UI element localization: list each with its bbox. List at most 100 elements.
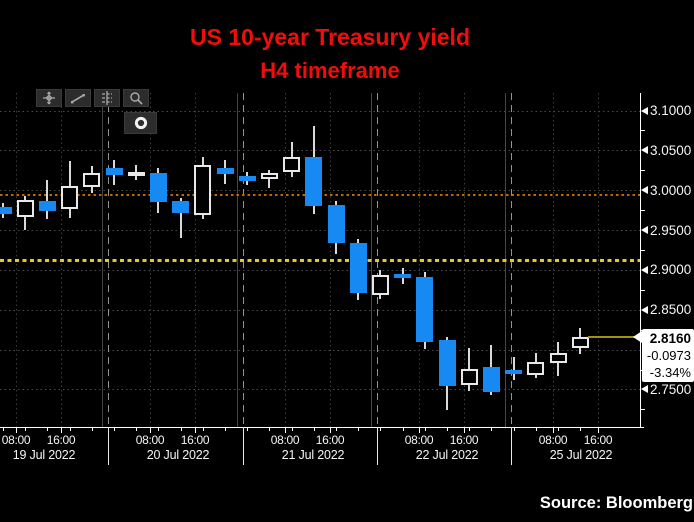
date-label: 25 Jul 2022 <box>549 448 613 462</box>
candle-body <box>172 201 190 214</box>
candle-body <box>149 173 167 202</box>
candle-body <box>505 370 523 375</box>
x-axis-minor-tick <box>580 428 582 431</box>
y-axis-minor-tick <box>640 249 645 251</box>
x-axis-tick <box>464 428 465 433</box>
time-label: 08:00 <box>1 433 31 447</box>
y-axis-minor-tick <box>640 210 645 212</box>
x-axis-tick <box>330 428 331 433</box>
volume-profile-button[interactable] <box>94 89 120 107</box>
y-axis-tick-arrow <box>641 226 648 235</box>
x-axis-tick <box>553 428 554 433</box>
record-circle-button[interactable] <box>124 112 157 134</box>
candle-body <box>305 157 323 206</box>
price-callout-pointer <box>633 331 642 343</box>
x-axis-minor-tick <box>202 428 204 431</box>
x-axis-minor-tick <box>225 428 226 431</box>
last-price-line <box>588 336 640 339</box>
pan-crosshair-icon <box>43 91 55 105</box>
horizontal-gridline <box>0 150 640 152</box>
yellow-prev-close-line <box>0 258 640 262</box>
x-axis-day-separator <box>511 427 512 465</box>
x-axis-tick <box>285 428 286 433</box>
y-axis-label: 3.1000 <box>650 103 692 118</box>
y-axis-label: 2.9500 <box>650 222 692 238</box>
plot-area[interactable] <box>0 0 640 427</box>
time-label: 16:00 <box>46 433 76 447</box>
x-axis-minor-tick <box>513 428 515 431</box>
candle-wick <box>512 357 515 381</box>
y-axis-tick-arrow <box>641 385 648 394</box>
x-axis-minor-tick <box>136 428 138 431</box>
x-axis-minor-tick <box>291 428 293 431</box>
x-axis-minor-tick <box>424 428 426 431</box>
source-attribution: Source: Bloomberg <box>539 494 693 512</box>
candle-body <box>216 167 234 174</box>
y-axis-tick-arrow <box>641 265 648 274</box>
date-label: 19 Jul 2022 <box>12 448 76 462</box>
candle-body <box>416 276 434 343</box>
y-axis-minor-tick <box>640 409 645 411</box>
x-axis-minor-tick <box>313 428 315 431</box>
zoom-button[interactable] <box>123 89 149 107</box>
pan-crosshair-button[interactable] <box>36 89 62 107</box>
net-change-value: -0.0973 <box>646 348 691 363</box>
record-circle-icon <box>134 116 147 130</box>
x-axis-minor-tick <box>380 428 382 431</box>
candle-body <box>571 337 589 348</box>
x-axis-minor-tick <box>91 428 93 431</box>
x-axis-minor-tick <box>269 428 271 431</box>
x-axis-minor-tick <box>114 428 115 431</box>
candle-body <box>283 157 301 173</box>
candle-wick <box>268 169 271 188</box>
x-axis-minor-tick <box>3 428 4 431</box>
horizontal-gridline <box>0 389 640 391</box>
trendline-button[interactable] <box>65 89 91 107</box>
candle-body <box>16 200 34 217</box>
candle-body <box>349 242 367 293</box>
x-axis-day-separator <box>243 427 244 465</box>
candle-wick <box>46 180 49 219</box>
price-callout: 2.8160 -0.0973 -3.34% <box>642 329 694 382</box>
x-axis-tick <box>61 428 62 433</box>
candle-body <box>194 165 212 216</box>
x-axis-day-separator <box>108 427 109 465</box>
time-label: 08:00 <box>538 433 568 447</box>
y-axis-label: 2.8500 <box>650 302 692 318</box>
y-axis-label: 2.9000 <box>650 262 692 278</box>
y-axis-tick-arrow <box>641 106 648 115</box>
x-axis-minor-tick <box>358 428 360 431</box>
y-axis-tick-arrow <box>641 146 648 155</box>
date-label: 20 Jul 2022 <box>146 448 210 462</box>
candle-body <box>438 339 456 386</box>
x-axis-minor-tick <box>558 428 559 431</box>
x-axis-minor-tick <box>469 428 471 431</box>
candle-body <box>105 168 123 175</box>
x-axis-minor-tick <box>158 428 160 431</box>
candle-body <box>127 171 145 176</box>
chart-subtitle: H4 timeframe <box>260 58 400 83</box>
candle-wick <box>179 197 182 238</box>
candle-body <box>527 362 545 375</box>
date-label: 21 Jul 2022 <box>281 448 345 462</box>
x-axis-tick <box>598 428 599 433</box>
x-axis-tick <box>150 428 151 433</box>
x-axis-minor-tick <box>402 428 404 431</box>
horizontal-gridline <box>0 110 640 112</box>
x-axis-minor-tick <box>336 428 337 431</box>
y-axis-label: 3.0000 <box>650 182 692 198</box>
y-axis-minor-tick <box>640 289 645 291</box>
candle-body <box>0 206 12 214</box>
candle-body <box>260 173 278 179</box>
candle-body <box>549 352 567 363</box>
x-axis-minor-tick <box>247 428 249 431</box>
time-label: 16:00 <box>449 433 479 447</box>
horizontal-gridline <box>0 309 640 311</box>
x-axis-minor-tick <box>69 428 71 431</box>
time-label: 08:00 <box>270 433 300 447</box>
y-axis-label: 2.7500 <box>650 381 692 397</box>
x-axis-tick <box>195 428 196 433</box>
x-axis-minor-tick <box>535 428 537 431</box>
y-axis-tick-arrow <box>641 186 648 195</box>
